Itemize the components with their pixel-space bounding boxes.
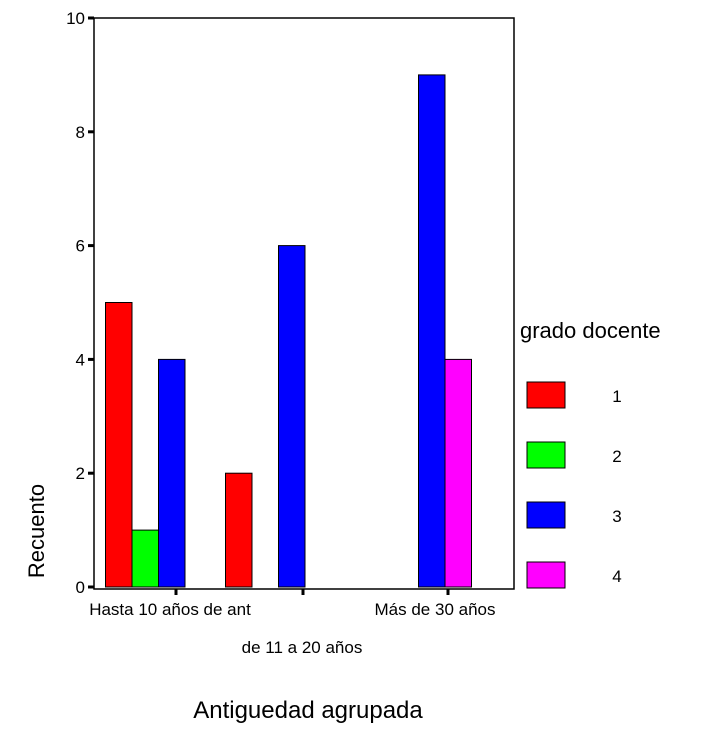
legend: grado docente 1 2 3 4 [520,318,661,589]
x-tick-label: Más de 30 años [375,600,496,619]
x-axis-label: Antiguedad agrupada [193,697,423,724]
x-tick-label: Hasta 10 años de ant [89,600,251,619]
y-tick-label: 6 [76,237,85,256]
y-tick-label: 4 [76,350,85,369]
legend-label-2: 2 [612,447,621,466]
legend-swatch-4 [526,561,566,589]
legend-swatch-3 [526,501,566,529]
bar-series-4-cat-2 [444,358,472,588]
bar-series-2-cat-0 [131,529,159,588]
bar-series-1-cat-0 [105,302,133,588]
legend-swatch-2 [526,441,566,469]
y-tick-label: 0 [76,578,85,597]
bar-series-3-cat-0 [158,358,186,588]
legend-title: grado docente [520,318,661,343]
legend-label-3: 3 [612,507,621,526]
y-tick-label: 10 [66,9,85,28]
x-tick-label: de 11 a 20 años [242,638,363,657]
legend-label-1: 1 [612,387,621,406]
bar-series-3-cat-2 [418,74,446,588]
y-axis-label: Recuento [24,484,49,578]
legend-swatch-1 [526,381,566,409]
y-tick-label: 8 [76,123,85,142]
bar-series-1-cat-1 [225,472,253,588]
y-tick-label: 2 [76,464,85,483]
legend-label-4: 4 [612,567,621,586]
bar-series-3-cat-1 [278,245,306,588]
